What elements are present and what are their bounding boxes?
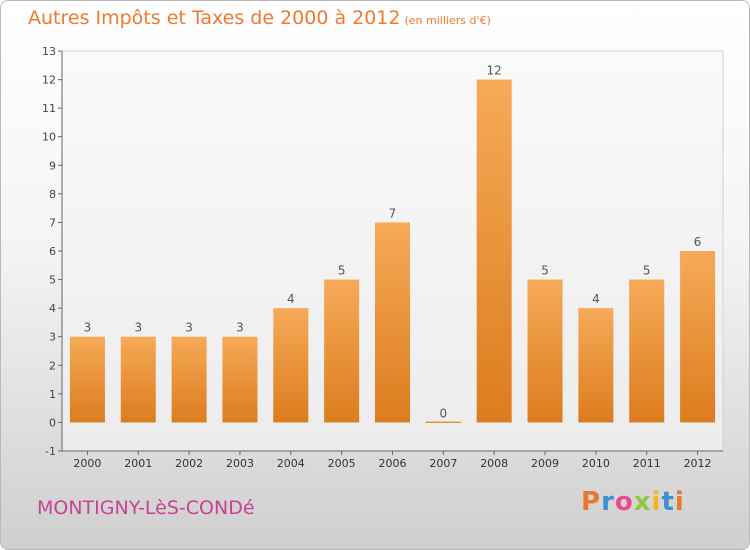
y-tick-label: 7 xyxy=(49,216,56,229)
y-tick-label: 9 xyxy=(49,159,56,172)
data-label-2009: 5 xyxy=(541,264,549,278)
x-tick-label-2006: 2006 xyxy=(379,457,407,470)
bar-2005 xyxy=(324,279,360,423)
logo-letter: o xyxy=(614,487,634,517)
y-tick-label: 4 xyxy=(49,302,56,315)
x-tick-label-2009: 2009 xyxy=(531,457,559,470)
y-tick-label: 10 xyxy=(42,131,56,144)
bar-2001 xyxy=(120,336,156,423)
x-tick-label-2012: 2012 xyxy=(684,457,712,470)
data-label-2003: 3 xyxy=(236,321,244,335)
logo-letter: i xyxy=(674,487,685,517)
x-tick-label-2003: 2003 xyxy=(226,457,254,470)
data-label-2005: 5 xyxy=(338,264,346,278)
bar-2010 xyxy=(578,308,614,423)
logo-letter: t xyxy=(661,487,675,517)
bar-2004 xyxy=(273,308,309,423)
bar-2011 xyxy=(629,279,665,423)
data-label-2000: 3 xyxy=(84,321,92,335)
x-tick-label-2001: 2001 xyxy=(124,457,152,470)
bar-2008 xyxy=(476,79,512,423)
town-name: MONTIGNY-LèS-CONDé xyxy=(37,497,255,519)
logo-letter: i xyxy=(651,487,662,517)
x-tick-label-2000: 2000 xyxy=(73,457,101,470)
bar-2009 xyxy=(527,279,563,423)
x-tick-label-2007: 2007 xyxy=(429,457,457,470)
proxiti-logo: Proxiti xyxy=(581,487,685,517)
y-tick-label: 11 xyxy=(42,102,56,115)
y-tick-label: 2 xyxy=(49,359,56,372)
x-tick-label-2005: 2005 xyxy=(328,457,356,470)
data-label-2002: 3 xyxy=(185,321,193,335)
data-label-2007: 0 xyxy=(440,406,448,420)
bar-2007 xyxy=(425,421,461,423)
y-tick-label: 0 xyxy=(49,416,56,429)
y-tick-label: 6 xyxy=(49,245,56,258)
x-tick-label-2010: 2010 xyxy=(582,457,610,470)
data-label-2012: 6 xyxy=(694,235,702,249)
x-tick-label-2011: 2011 xyxy=(633,457,661,470)
logo-letter: r xyxy=(601,487,615,517)
chart-title: Autres Impôts et Taxes de 2000 à 2012 (en… xyxy=(28,7,491,29)
y-tick-label: 3 xyxy=(49,331,56,344)
y-tick-label: 12 xyxy=(42,74,56,87)
data-label-2006: 7 xyxy=(389,206,397,220)
x-tick-label-2004: 2004 xyxy=(277,457,305,470)
y-tick-label: 1 xyxy=(49,388,56,401)
bar-2002 xyxy=(171,336,207,423)
data-label-2008: 12 xyxy=(487,64,502,78)
y-tick-label: 8 xyxy=(49,188,56,201)
bar-2000 xyxy=(69,336,105,423)
y-tick-label: 5 xyxy=(49,274,56,287)
x-tick-label-2008: 2008 xyxy=(480,457,508,470)
data-label-2011: 5 xyxy=(643,264,651,278)
title-text: Autres Impôts et Taxes de 2000 à 2012 xyxy=(28,7,401,29)
y-tick-label: -1 xyxy=(45,445,56,458)
data-label-2004: 4 xyxy=(287,292,295,306)
y-tick-label: 13 xyxy=(42,45,56,58)
data-label-2010: 4 xyxy=(592,292,600,306)
logo-letter: P xyxy=(581,487,602,517)
x-tick-label-2002: 2002 xyxy=(175,457,203,470)
bar-2012 xyxy=(680,251,716,423)
logo-letter: x xyxy=(633,487,652,517)
title-unit: (en milliers d'€) xyxy=(404,14,491,27)
bar-2006 xyxy=(375,222,410,423)
bar-2003 xyxy=(222,336,258,423)
data-label-2001: 3 xyxy=(134,321,142,335)
